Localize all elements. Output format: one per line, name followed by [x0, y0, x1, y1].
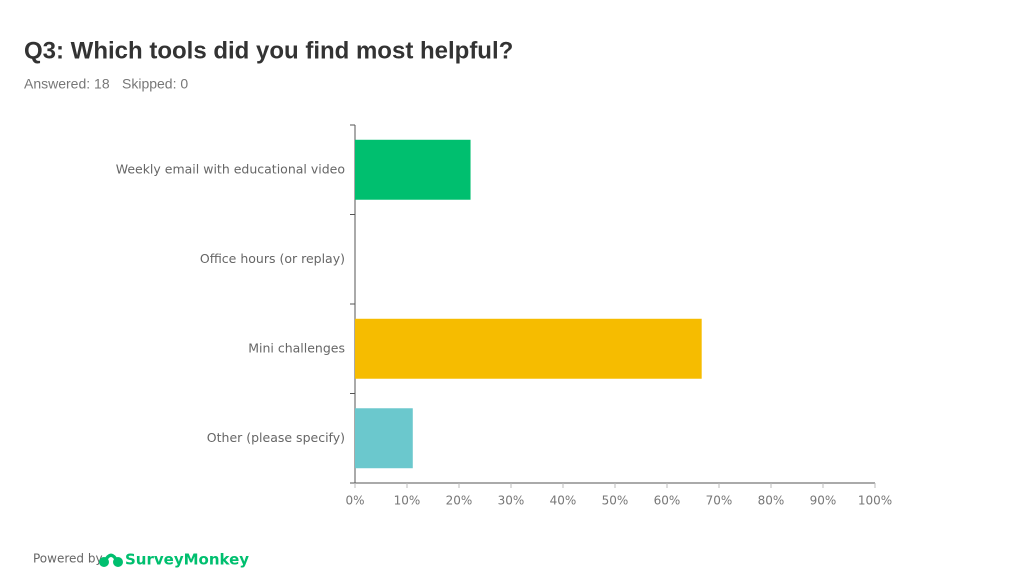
- x-tick-label: 80%: [758, 494, 785, 508]
- x-tick-label: 90%: [810, 494, 837, 508]
- brand-name: SurveyMonkey: [125, 551, 249, 569]
- x-tick-label: 60%: [654, 494, 681, 508]
- category-label: Office hours (or replay): [200, 251, 345, 266]
- x-tick-label: 70%: [706, 494, 733, 508]
- x-tick-label: 10%: [394, 494, 421, 508]
- chart-title: Q3: Which tools did you find most helpfu…: [24, 37, 513, 64]
- x-tick-label: 100%: [858, 494, 892, 508]
- category-label: Mini challenges: [248, 340, 345, 355]
- x-tick-label: 0%: [345, 494, 364, 508]
- bar: [355, 318, 702, 379]
- brand-logo: [99, 553, 123, 567]
- category-label: Weekly email with educational video: [116, 161, 345, 176]
- bar: [355, 139, 471, 200]
- answered-count: Answered: 18: [24, 76, 110, 92]
- x-tick-label: 40%: [550, 494, 577, 508]
- x-tick-label: 50%: [602, 494, 629, 508]
- x-tick-label: 20%: [446, 494, 473, 508]
- bar: [355, 408, 413, 469]
- powered-by: Powered by: [33, 552, 103, 566]
- category-label: Other (please specify): [207, 430, 345, 445]
- x-tick-label: 30%: [498, 494, 525, 508]
- skipped-count: Skipped: 0: [122, 76, 188, 92]
